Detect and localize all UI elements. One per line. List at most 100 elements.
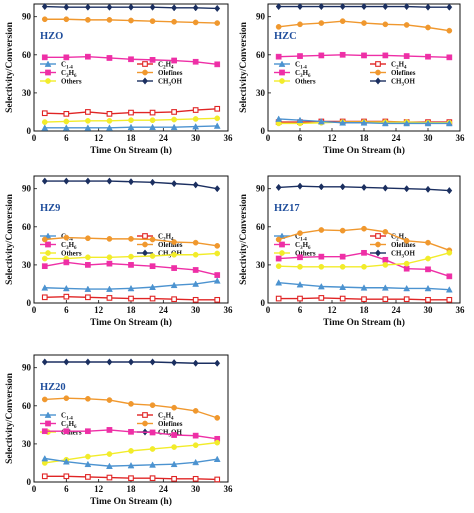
y-tick-label: 0 — [261, 126, 266, 136]
data-point — [106, 397, 113, 403]
data-point — [106, 358, 113, 366]
data-point — [170, 123, 178, 131]
data-point — [171, 265, 177, 271]
data-point — [318, 183, 325, 191]
data-point — [318, 253, 325, 260]
data-point — [85, 17, 91, 23]
y-tick-label: 60 — [22, 50, 32, 60]
y-tick-label: 60 — [22, 222, 32, 232]
legend-marker — [45, 78, 51, 84]
y-tick-label: 90 — [22, 12, 32, 22]
data-point — [318, 263, 325, 270]
data-point — [339, 183, 346, 191]
data-point — [214, 61, 221, 68]
y-axis-title: Selectivity/Conversion — [239, 21, 249, 112]
data-point — [424, 284, 432, 292]
data-point — [425, 296, 431, 303]
data-point — [128, 253, 134, 260]
data-point — [445, 119, 453, 127]
series-ch3oh — [275, 182, 453, 195]
panel-label: HZ17 — [274, 203, 300, 214]
data-point — [382, 262, 389, 268]
data-point — [361, 249, 367, 256]
data-point — [41, 255, 48, 262]
data-point — [382, 296, 389, 303]
data-point — [85, 254, 91, 261]
y-tick-label: 0 — [27, 126, 32, 136]
legend-marker — [375, 233, 381, 239]
data-point — [171, 57, 177, 64]
y-tick-label: 0 — [27, 298, 32, 308]
x-tick-label: 6 — [64, 305, 69, 315]
legend-label-c2h4: C2H4 — [391, 61, 407, 71]
data-point — [106, 111, 113, 117]
data-point — [62, 124, 70, 131]
x-tick-label: 6 — [64, 484, 69, 494]
data-point — [106, 55, 113, 61]
data-point — [128, 401, 134, 407]
legend-label-others: Others — [295, 78, 316, 86]
data-point — [339, 51, 346, 58]
data-point — [214, 185, 221, 193]
data-point — [192, 58, 199, 65]
data-point — [128, 358, 134, 366]
data-point — [149, 117, 156, 124]
data-point — [425, 239, 431, 246]
data-point — [382, 21, 389, 28]
x-tick-label: 0 — [32, 484, 37, 494]
legend-label-ch3oh: CH3OH — [158, 250, 182, 260]
data-point — [106, 260, 113, 267]
legend-marker — [44, 411, 52, 418]
x-tick-label: 36 — [456, 305, 466, 315]
data-point — [381, 284, 389, 291]
data-point — [106, 451, 113, 457]
series-c1-4 — [41, 454, 221, 469]
legend-marker — [45, 420, 51, 427]
data-point — [339, 119, 347, 126]
legend-label-others: Others — [295, 250, 316, 258]
series-c1-4 — [275, 115, 453, 127]
data-point — [382, 2, 389, 11]
x-tick-label: 36 — [224, 305, 234, 315]
series-ch3oh — [41, 358, 221, 367]
data-point — [446, 3, 453, 11]
legend-label-c1-4: C1-4 — [295, 61, 307, 71]
legend-marker — [142, 69, 148, 76]
data-point — [85, 262, 91, 268]
y-tick-label: 90 — [22, 184, 32, 194]
data-point — [361, 296, 367, 303]
data-point — [41, 294, 48, 301]
y-tick-label: 60 — [256, 222, 266, 232]
data-point — [213, 455, 221, 462]
legend-label-olefines: Olefines — [158, 69, 183, 77]
data-point — [275, 279, 283, 286]
data-point — [41, 263, 48, 270]
data-point — [403, 119, 411, 127]
x-tick-label: 18 — [360, 133, 370, 143]
data-point — [41, 124, 49, 131]
data-point — [63, 358, 70, 366]
data-point — [361, 20, 367, 26]
data-point — [275, 255, 282, 262]
data-point — [192, 359, 199, 367]
data-point — [41, 119, 48, 125]
legend-marker — [279, 69, 285, 76]
data-point — [425, 3, 431, 11]
data-point — [171, 296, 177, 303]
data-point — [192, 239, 199, 246]
data-point — [106, 17, 113, 23]
x-tick-label: 12 — [94, 484, 104, 494]
x-tick-label: 18 — [127, 484, 137, 494]
data-point — [425, 266, 431, 273]
data-point — [128, 262, 134, 268]
data-point — [192, 475, 199, 482]
data-point — [149, 178, 156, 186]
legend-label-others: Others — [61, 78, 82, 86]
x-axis-title: Time On Stream (h) — [323, 317, 405, 328]
data-point — [381, 119, 389, 127]
data-point — [361, 2, 367, 11]
data-point — [149, 263, 156, 270]
